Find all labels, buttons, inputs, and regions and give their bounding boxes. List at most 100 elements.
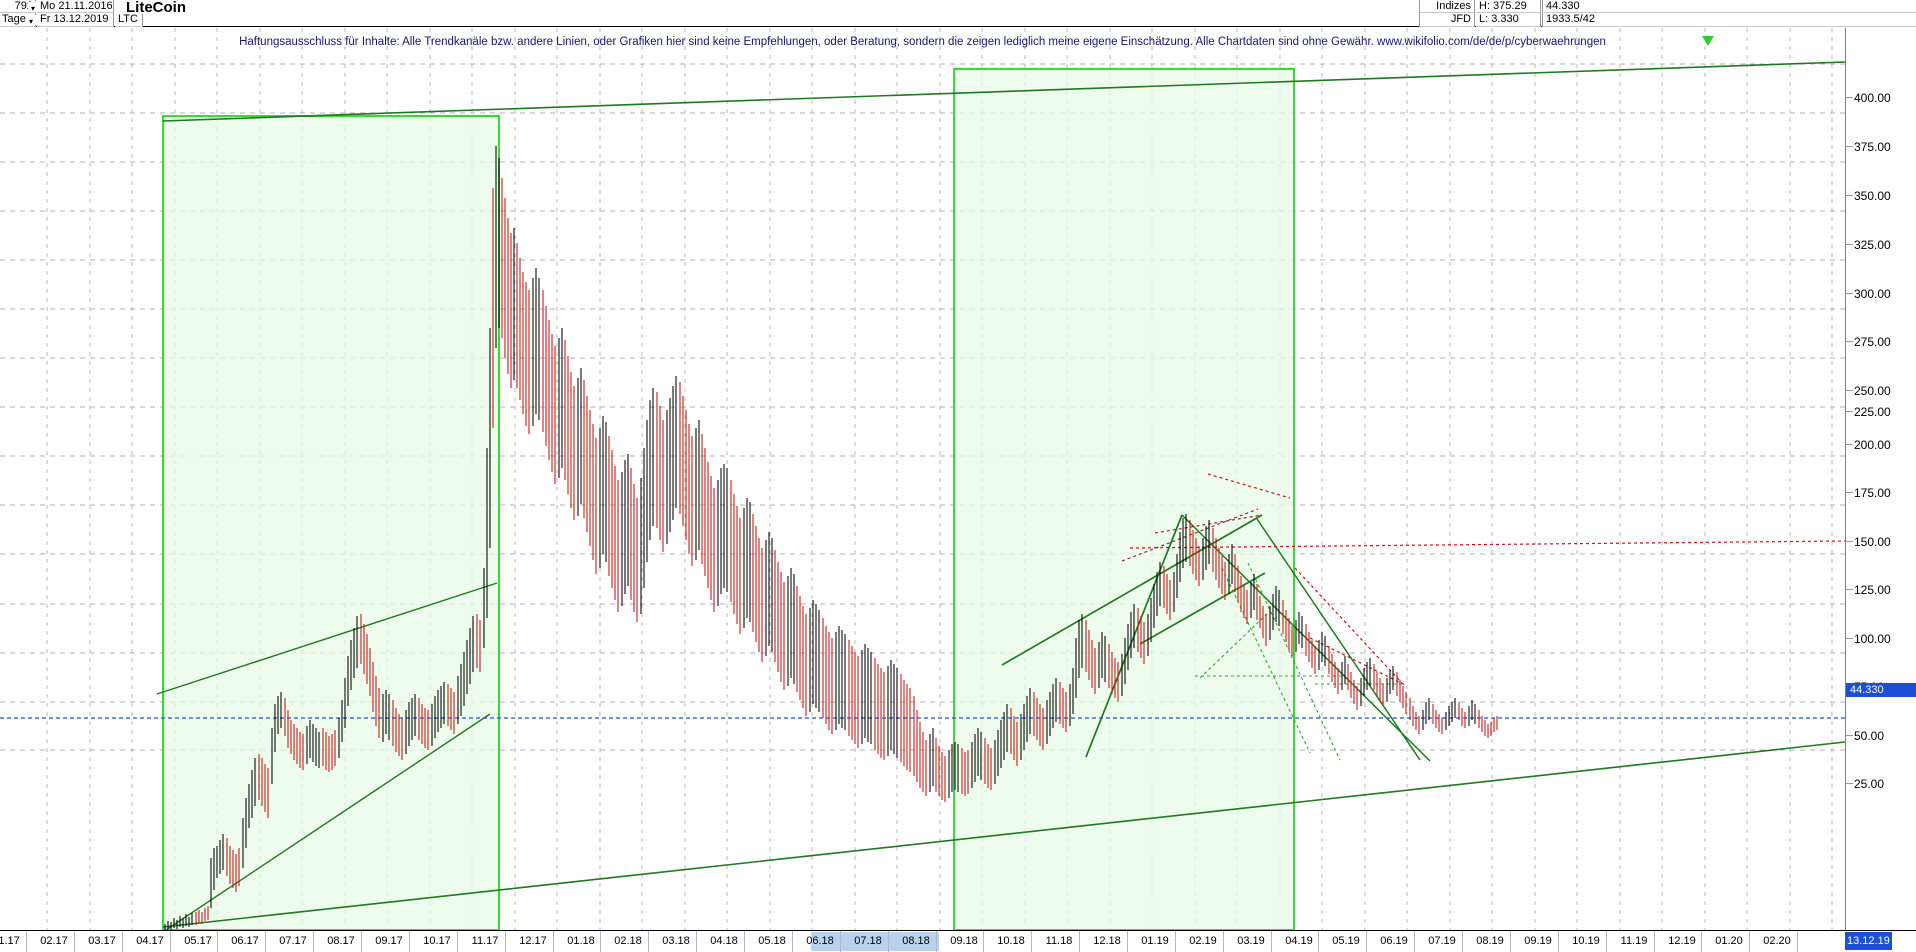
- chart-graphics: [0, 28, 1845, 930]
- price-tick-label: 350.00: [1854, 189, 1891, 203]
- current-date-badge: 13.12.19: [1845, 932, 1892, 950]
- date-tick-label: 08.17: [327, 935, 355, 947]
- date-tick-label: 06.17: [231, 935, 259, 947]
- price-tick-mark: [1846, 195, 1853, 196]
- chevron-down-icon[interactable]: ▾: [28, 2, 38, 13]
- date-tick-separator: [1223, 931, 1224, 952]
- price-tick-mark: [1846, 541, 1853, 542]
- price-tick-mark: [1846, 444, 1853, 445]
- date-tick-separator: [792, 931, 793, 952]
- date-tick-separator: [1749, 931, 1750, 952]
- date-tick-label: 11.19: [1620, 935, 1648, 947]
- price-axis[interactable]: 400.00 375.00 200.00 175.00 150.00 125.00 100.…: [1845, 28, 1916, 930]
- date-tick-label: 03.17: [88, 935, 116, 947]
- symbol-field[interactable]: LTC: [115, 13, 143, 27]
- source-jfd-label: JFD: [1419, 13, 1475, 27]
- accumulation-zone-2019: [953, 68, 1295, 930]
- date-tick-label: 12.18: [1093, 935, 1121, 947]
- price-tick-label: 250.00: [1854, 384, 1891, 398]
- support-lines-green-dotted: [1195, 562, 1405, 761]
- date-tick-label: 04.17: [136, 935, 164, 947]
- date-tick-separator: [1606, 931, 1607, 952]
- date-tick-separator: [888, 931, 889, 952]
- price-chart-canvas[interactable]: [0, 28, 1845, 930]
- date-tick-separator: [122, 931, 123, 952]
- period-low-value: L: 3.330: [1476, 13, 1541, 27]
- wedge-2017: [156, 582, 498, 930]
- date-tick-separator: [600, 931, 601, 952]
- date-tick-label: 10.18: [997, 935, 1025, 947]
- date-tick-label: 07.19: [1428, 935, 1456, 947]
- date-axis[interactable]: 13.12.19 01.17 02.17 03.17 04.17 05.17 06.17 0…: [0, 930, 1916, 952]
- price-tick-mark: [1846, 589, 1853, 590]
- price-tick-mark: [1846, 341, 1853, 342]
- date-tick-label: 02.19: [1189, 935, 1217, 947]
- date-tick-separator: [983, 931, 984, 952]
- date-tick-label: 10.17: [423, 935, 451, 947]
- price-tick-mark: [1846, 97, 1853, 98]
- price-tick-label: 25.00: [1854, 777, 1885, 791]
- date-tick-label: 05.18: [758, 935, 786, 947]
- date-tick-separator: [1558, 931, 1559, 952]
- last-price-value: 44.330: [1542, 0, 1916, 13]
- date-tick-separator: [1701, 931, 1702, 952]
- price-tick-mark: [1846, 293, 1853, 294]
- date-tick-separator: [1271, 931, 1272, 952]
- date-tick-label: 03.19: [1237, 935, 1265, 947]
- date-tick-separator: [1079, 931, 1080, 952]
- date-tick-label: 07.17: [279, 935, 307, 947]
- date-tick-label: 03.18: [662, 935, 690, 947]
- date-tick-separator: [505, 931, 506, 952]
- volume-value: 1933.5/42: [1542, 13, 1916, 27]
- price-tick-mark: [1846, 411, 1853, 412]
- date-tick-label: 06.18: [806, 935, 834, 947]
- date-tick-label: 02.18: [614, 935, 642, 947]
- date-tick-separator: [26, 931, 27, 952]
- price-tick-label: 375.00: [1854, 140, 1891, 154]
- chevron-down-icon[interactable]: ▾: [26, 15, 36, 26]
- date-range-selection[interactable]: [811, 932, 939, 951]
- date-tick-label: 11.17: [471, 935, 499, 947]
- date-tick-separator: [1654, 931, 1655, 952]
- price-tick-label: 100.00: [1854, 632, 1891, 646]
- date-tick-label: 01.20: [1715, 935, 1743, 947]
- date-tick-separator: [170, 931, 171, 952]
- date-tick-separator: [265, 931, 266, 952]
- date-tick-separator: [648, 931, 649, 952]
- price-tick-mark: [1846, 244, 1853, 245]
- price-tick-mark: [1846, 638, 1853, 639]
- instrument-title: LiteCoin: [126, 0, 186, 16]
- price-tick-mark: [1846, 390, 1853, 391]
- date-tick-separator: [457, 931, 458, 952]
- date-tick-separator: [1366, 931, 1367, 952]
- price-tick-mark: [1846, 146, 1853, 147]
- resistance-lines-red: [1129, 473, 1845, 686]
- date-from-field[interactable]: Mo 21.11.2016: [37, 0, 114, 13]
- date-tick-separator: [1510, 931, 1511, 952]
- date-tick-label: 08.19: [1476, 935, 1504, 947]
- date-tick-label: 09.18: [950, 935, 978, 947]
- date-tick-label: 10.19: [1572, 935, 1600, 947]
- accumulation-zone-2017: [162, 115, 500, 930]
- date-tick-separator: [313, 931, 314, 952]
- chart-toolbar: 792 ▾ Tage ▾ Mo 21.11.2016 Fr 13.12.2019…: [0, 0, 1916, 27]
- date-tick-label: 08.18: [902, 935, 930, 947]
- date-to-field[interactable]: Fr 13.12.2019: [37, 13, 114, 27]
- date-tick-separator: [840, 931, 841, 952]
- date-tick-label: 12.19: [1668, 935, 1696, 947]
- date-tick-label: 12.17: [519, 935, 547, 947]
- date-tick-separator: [1318, 931, 1319, 952]
- price-tick-label: 325.00: [1854, 238, 1891, 252]
- ohlc-bars: [164, 146, 1498, 930]
- marker-triangle-icon: [1702, 36, 1714, 46]
- date-tick-separator: [1462, 931, 1463, 952]
- date-tick-label: 09.17: [375, 935, 403, 947]
- date-tick-label: 02.17: [40, 935, 68, 947]
- date-tick-separator: [1031, 931, 1032, 952]
- price-tick-label: 225.00: [1854, 405, 1891, 419]
- date-tick-label: 05.19: [1332, 935, 1360, 947]
- date-tick-separator: [936, 931, 937, 952]
- date-tick-separator: [361, 931, 362, 952]
- date-tick-separator: [409, 931, 410, 952]
